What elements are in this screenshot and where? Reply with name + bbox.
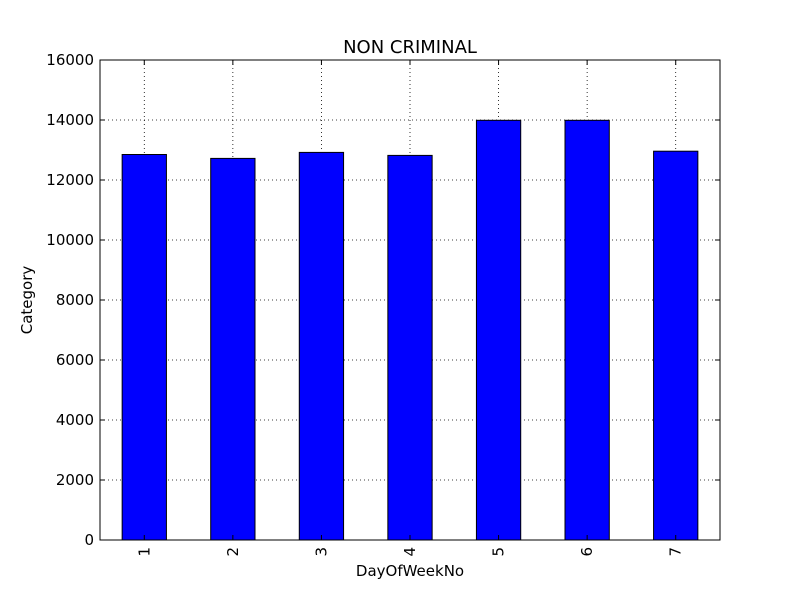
y-tick-label: 12000 (46, 171, 94, 189)
bar-6 (564, 119, 610, 541)
bars (121, 119, 699, 541)
y-tick-label: 10000 (46, 231, 94, 249)
bar-3 (298, 151, 345, 541)
y-axis-label: Category (18, 266, 36, 335)
y-tick-label: 16000 (46, 51, 94, 69)
x-tick-label: 1 (135, 547, 153, 557)
y-tick-label: 4000 (56, 411, 94, 429)
x-tick-label: 4 (401, 547, 419, 557)
y-tick-labels: 0 2000 4000 6000 8000 10000 12000 14000 16000 (46, 51, 94, 549)
y-tick-label: 6000 (56, 351, 94, 369)
x-tick-label: 6 (578, 547, 596, 557)
chart-title: NON CRIMINAL (343, 37, 477, 58)
x-tick-label: 3 (312, 547, 330, 557)
y-tick-label: 0 (84, 531, 94, 549)
bar-1 (121, 154, 167, 541)
x-tick-labels: 1 2 3 4 5 6 7 (135, 547, 684, 557)
bar-5 (475, 119, 522, 541)
x-tick-label: 2 (224, 547, 242, 557)
x-tick-label: 5 (490, 547, 508, 557)
y-tick-label: 14000 (46, 111, 94, 129)
axis-ticks (100, 59, 720, 541)
bar-2 (210, 157, 256, 541)
y-tick-label: 2000 (56, 471, 94, 489)
bar-4 (387, 154, 433, 541)
x-axis-label: DayOfWeekNo (356, 562, 464, 580)
x-tick-label: 7 (667, 547, 685, 557)
y-tick-label: 8000 (56, 291, 94, 309)
bar-7 (653, 150, 699, 541)
